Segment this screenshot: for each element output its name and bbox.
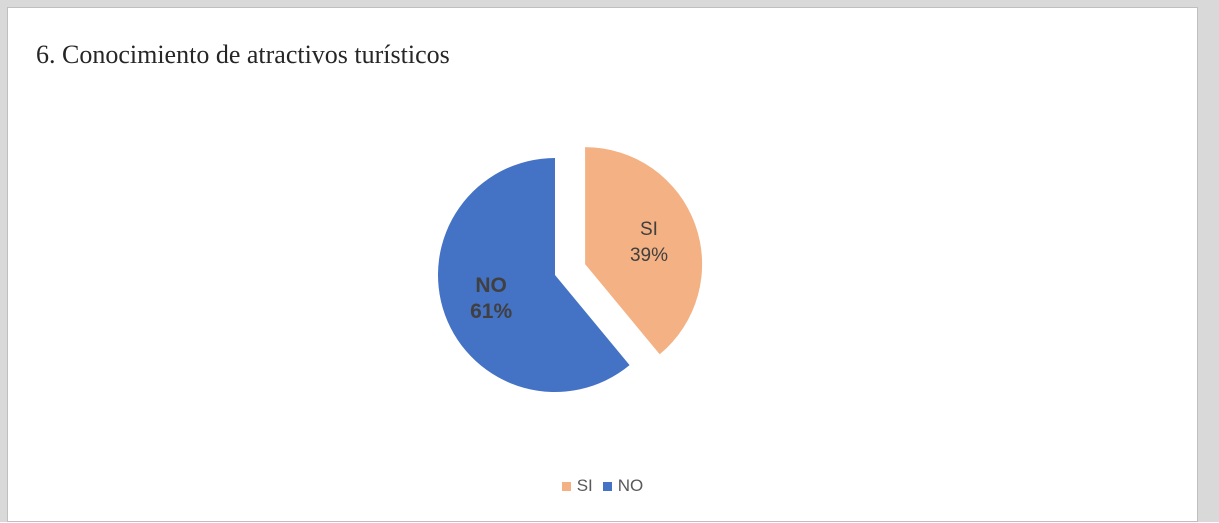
- pie-slice-no: [438, 158, 630, 393]
- data-label-percent-no: 61%: [470, 300, 512, 323]
- legend-item-no: NO: [602, 476, 644, 496]
- chart-title: 6. Conocimiento de atractivos turísticos: [36, 40, 450, 69]
- data-label-name-si: SI: [640, 219, 658, 240]
- legend-swatch-si: [561, 481, 571, 491]
- chart-legend: SI NO: [8, 476, 1197, 496]
- pie-chart: SI 39% NO 61%: [438, 147, 703, 393]
- legend-label-si: SI: [576, 476, 593, 495]
- data-label-percent-si: 39%: [630, 245, 668, 266]
- legend-swatch-no: [602, 481, 612, 491]
- chart-area: 6. Conocimiento de atractivos turísticos…: [7, 7, 1198, 522]
- legend-label-no: NO: [617, 476, 644, 495]
- pie-slice-si: [585, 147, 703, 355]
- data-label-name-no: NO: [475, 274, 507, 297]
- legend-item-si: SI: [561, 476, 593, 496]
